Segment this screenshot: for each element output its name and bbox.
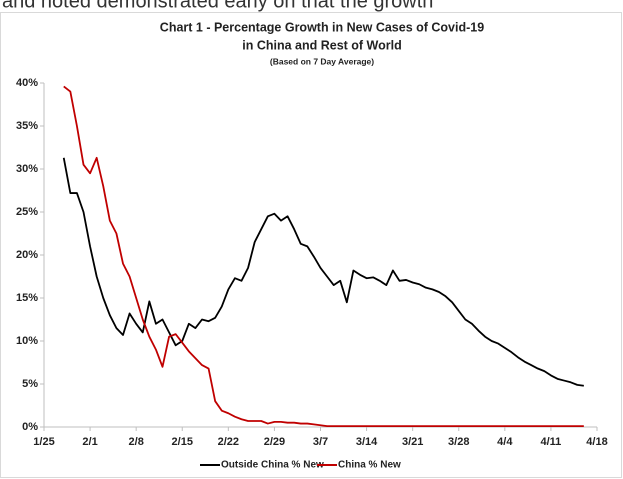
x-tick-label: 3/14 bbox=[356, 436, 378, 448]
x-tick-label: 1/25 bbox=[33, 436, 54, 448]
y-tick-label: 0% bbox=[22, 421, 38, 433]
y-tick-label: 15% bbox=[16, 292, 38, 304]
y-tick-label: 35% bbox=[16, 120, 38, 132]
chart-title-line2: in China and Rest of World bbox=[242, 38, 402, 52]
chart-subtitle: (Based on 7 Day Average) bbox=[270, 56, 374, 66]
context-text: and noted demonstrated early on that the… bbox=[2, 0, 433, 12]
y-tick-label: 25% bbox=[16, 206, 38, 218]
x-tick-label: 2/15 bbox=[172, 436, 193, 448]
x-tick-label: 3/7 bbox=[313, 436, 328, 448]
x-tick-label: 4/11 bbox=[541, 436, 562, 448]
chart-title: Chart 1 - Percentage Growth in New Cases… bbox=[160, 20, 484, 34]
x-tick-label: 2/29 bbox=[264, 436, 285, 448]
y-tick-label: 5% bbox=[22, 378, 38, 390]
y-tick-label: 30% bbox=[16, 163, 38, 175]
legend-label: Outside China % New bbox=[221, 460, 324, 471]
series-line bbox=[63, 85, 584, 428]
x-tick-label: 2/22 bbox=[218, 436, 239, 448]
x-tick-label: 2/8 bbox=[129, 436, 144, 448]
legend-label: China % New bbox=[338, 460, 401, 471]
x-tick-label: 4/4 bbox=[497, 436, 513, 448]
x-tick-label: 4/18 bbox=[586, 436, 607, 448]
x-tick-label: 3/28 bbox=[448, 436, 469, 448]
y-tick-label: 10% bbox=[16, 335, 38, 347]
chart-frame bbox=[0, 12, 622, 478]
y-tick-label: 40% bbox=[16, 77, 38, 89]
x-tick-label: 3/21 bbox=[402, 436, 423, 448]
y-tick-label: 20% bbox=[16, 249, 38, 261]
series-line bbox=[62, 157, 584, 387]
x-tick-label: 2/1 bbox=[82, 436, 97, 448]
